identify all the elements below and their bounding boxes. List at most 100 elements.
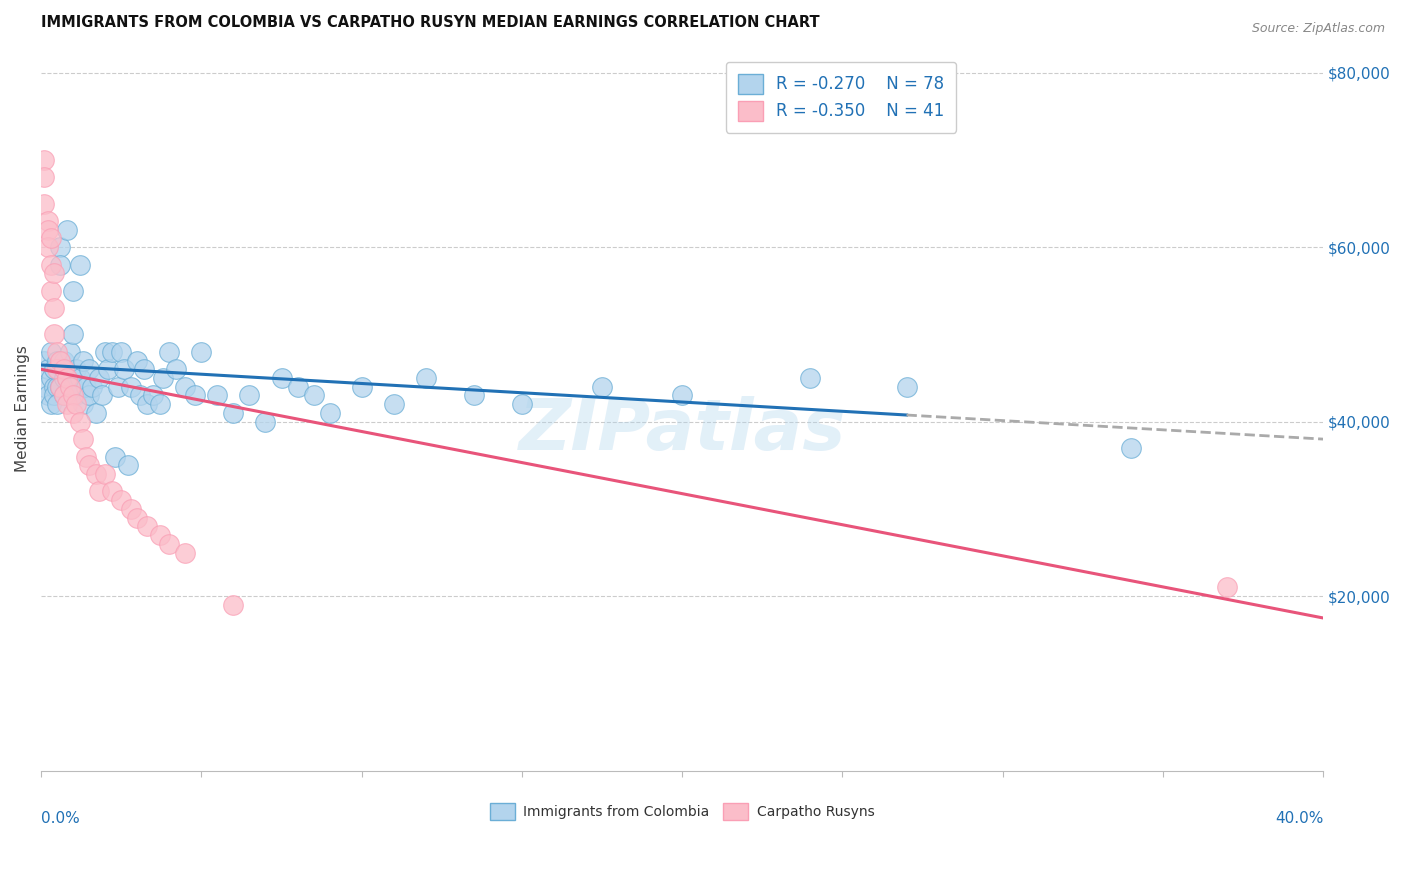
Point (37, 223, 59, 237)
Point (62, 380, 84, 394)
Point (174, 380, 197, 394)
Point (94, 344, 117, 359)
Point (59, 344, 82, 359)
Legend: Immigrants from Colombia, Carpatho Rusyns: Immigrants from Colombia, Carpatho Rusyn… (484, 797, 880, 825)
Point (37, 388, 59, 402)
Point (129, 388, 152, 402)
Point (65, 397, 87, 411)
Point (157, 344, 180, 359)
Point (42, 266, 65, 280)
Point (120, 380, 142, 394)
Point (72, 397, 94, 411)
Point (84, 467, 107, 481)
Point (46, 344, 69, 359)
Text: IMMIGRANTS FROM COLOMBIA VS CARPATHO RUSYN MEDIAN EARNINGS CORRELATION CHART: IMMIGRANTS FROM COLOMBIA VS CARPATHO RUS… (41, 15, 820, 30)
Point (149, 397, 172, 411)
Point (75, 380, 97, 394)
Point (135, 519, 157, 533)
Point (62, 327, 84, 342)
Point (896, 380, 918, 394)
Text: 0.0%: 0.0% (41, 811, 80, 825)
Text: 40.0%: 40.0% (1275, 811, 1323, 825)
Point (238, 388, 260, 402)
Point (110, 493, 132, 508)
Point (97, 362, 120, 376)
Point (39, 284, 62, 298)
Point (49, 258, 72, 272)
Point (62, 406, 84, 420)
Point (37, 214, 59, 228)
Point (120, 502, 142, 516)
Point (55, 397, 77, 411)
Point (100, 484, 122, 499)
Point (55, 371, 77, 385)
Point (350, 380, 373, 394)
Point (46, 362, 69, 376)
Point (65, 362, 87, 376)
Point (132, 362, 155, 376)
Point (59, 380, 82, 394)
Point (52, 371, 75, 385)
Point (55, 223, 77, 237)
Point (799, 371, 821, 385)
Point (39, 397, 62, 411)
Point (107, 380, 129, 394)
Point (87, 484, 110, 499)
Point (65, 388, 87, 402)
Point (69, 371, 91, 385)
Point (302, 388, 325, 402)
Point (42, 380, 65, 394)
Y-axis label: Median Earnings: Median Earnings (15, 345, 30, 472)
Point (46, 353, 69, 368)
Point (75, 450, 97, 464)
Point (510, 397, 533, 411)
Point (39, 344, 62, 359)
Point (127, 510, 149, 524)
Point (157, 537, 180, 551)
Point (94, 467, 117, 481)
Point (42, 362, 65, 376)
Point (84, 406, 107, 420)
Point (270, 371, 292, 385)
Point (114, 362, 136, 376)
Point (135, 397, 157, 411)
Point (46, 380, 69, 394)
Point (34, 170, 56, 185)
Point (37, 240, 59, 254)
Point (52, 362, 75, 376)
Point (104, 450, 127, 464)
Point (91, 388, 114, 402)
Text: Source: ZipAtlas.com: Source: ZipAtlas.com (1251, 22, 1385, 36)
Point (184, 388, 207, 402)
Text: ZIPatlas: ZIPatlas (519, 396, 846, 465)
Point (174, 545, 197, 559)
Point (110, 344, 132, 359)
Point (34, 153, 56, 167)
Point (222, 598, 245, 612)
Point (69, 258, 91, 272)
Point (62, 388, 84, 402)
Point (69, 415, 91, 429)
Point (37, 362, 59, 376)
Point (222, 406, 245, 420)
Point (49, 353, 72, 368)
Point (152, 371, 174, 385)
Point (39, 371, 62, 385)
Point (72, 432, 94, 446)
Point (34, 353, 56, 368)
Point (52, 388, 75, 402)
Point (463, 388, 485, 402)
Point (117, 458, 139, 473)
Point (382, 397, 405, 411)
Point (415, 371, 437, 385)
Point (77, 362, 100, 376)
Point (59, 380, 82, 394)
Point (190, 344, 212, 359)
Point (591, 380, 613, 394)
Point (87, 371, 110, 385)
Point (34, 380, 56, 394)
Point (671, 388, 693, 402)
Point (100, 344, 122, 359)
Point (77, 388, 100, 402)
Point (42, 301, 65, 316)
